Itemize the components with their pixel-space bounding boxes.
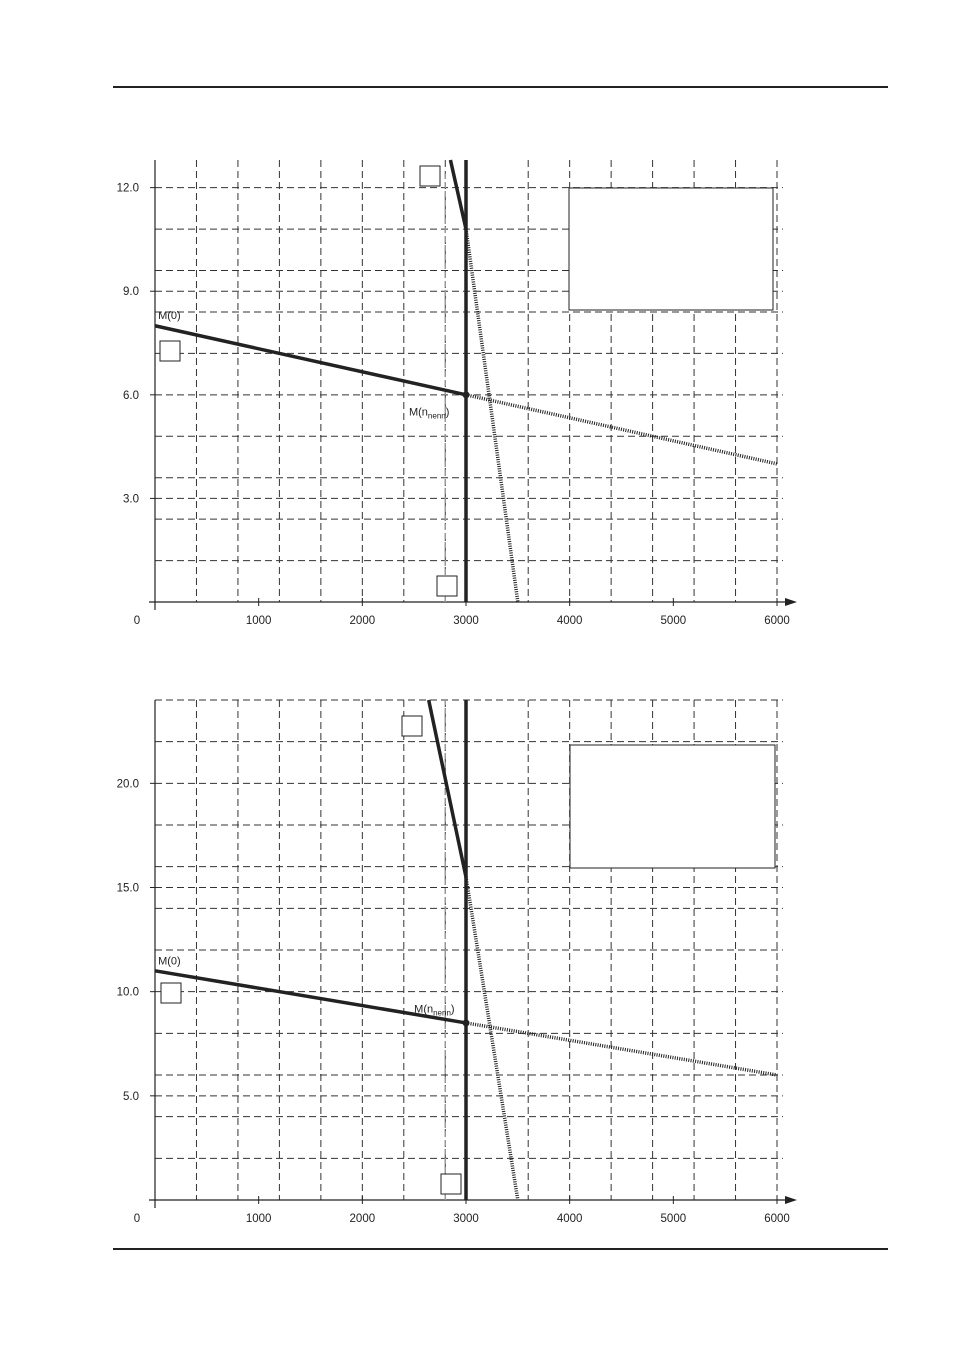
marker-box-left: [159, 340, 181, 362]
y-tick-label: 20.0: [117, 778, 139, 790]
marker-box-bottom: [436, 575, 458, 597]
x-tick-label: 6000: [764, 1213, 790, 1225]
x-tick-label: 5000: [661, 1213, 687, 1225]
y-tick-label: 6.0: [123, 390, 139, 402]
y-tick-label: 3.0: [123, 493, 139, 505]
x-tick-label: 4000: [557, 1213, 583, 1225]
annotation-mnenn: M(nnenn): [409, 407, 449, 421]
annotation-mnenn: M(nnenn): [414, 1004, 454, 1018]
y-tick-label: 5.0: [123, 1091, 139, 1103]
bottom-rule: [113, 1248, 888, 1250]
legend-box: [569, 744, 776, 869]
top-rule: [113, 86, 888, 88]
series-line-dotted: [464, 228, 520, 603]
x-tick-label: 1000: [246, 615, 272, 627]
x-tick-label: 3000: [453, 1213, 479, 1225]
series: [154, 699, 778, 1201]
x-tick-label: 0: [134, 1213, 140, 1225]
series-line-solid: [154, 324, 467, 397]
chart-2: 0 1000 2000 3000 4000 5000 6000 5.0 10.0 15.0 20.0…: [117, 699, 797, 1225]
x-tick-label: 6000: [764, 615, 790, 627]
nominal-point: [462, 1019, 470, 1027]
x-tick-label: 1000: [246, 1213, 272, 1225]
grid: [155, 160, 783, 602]
marker-box-top: [419, 165, 441, 187]
x-tick-label: 4000: [557, 615, 583, 627]
x-tick-label: 0: [134, 615, 140, 627]
x-tick-label: 2000: [350, 615, 376, 627]
x-axis-arrow: [785, 598, 797, 606]
x-axis-arrow: [785, 1196, 797, 1204]
series: [154, 159, 778, 603]
x-tick-label: 3000: [453, 615, 479, 627]
x-tick-label: 5000: [661, 615, 687, 627]
axes: [149, 160, 797, 610]
x-tick-label: 2000: [350, 1213, 376, 1225]
chart-1: 0 1000 2000 3000 4000 5000 6000 3.0 6.0 9.0 12.0 M…: [117, 159, 797, 627]
tick-labels: 0 1000 2000 3000 4000 5000 6000 5.0 10.0 15.0 20.0: [117, 778, 790, 1225]
series-line-solid: [154, 969, 467, 1025]
series-line-dotted: [465, 393, 778, 466]
grid: [155, 699, 783, 1200]
y-tick-label: 12.0: [117, 183, 139, 195]
y-tick-label: 10.0: [117, 987, 139, 999]
annotation-m0: M(0): [158, 310, 181, 322]
series-line-solid: [448, 159, 468, 230]
tick-labels: 0 1000 2000 3000 4000 5000 6000 3.0 6.0 9.0 12.0: [117, 183, 790, 627]
series-line-dotted: [465, 1021, 778, 1077]
legend-box: [568, 187, 774, 311]
nominal-point: [462, 391, 470, 399]
annotation-m0: M(0): [158, 956, 181, 968]
series-line-dotted: [464, 876, 520, 1201]
y-tick-label: 15.0: [117, 883, 139, 895]
marker-box-left: [160, 982, 182, 1004]
marker-box-top: [401, 715, 423, 737]
marker-box-bottom: [440, 1173, 462, 1195]
y-tick-label: 9.0: [123, 286, 139, 298]
series-line-solid: [426, 699, 468, 878]
